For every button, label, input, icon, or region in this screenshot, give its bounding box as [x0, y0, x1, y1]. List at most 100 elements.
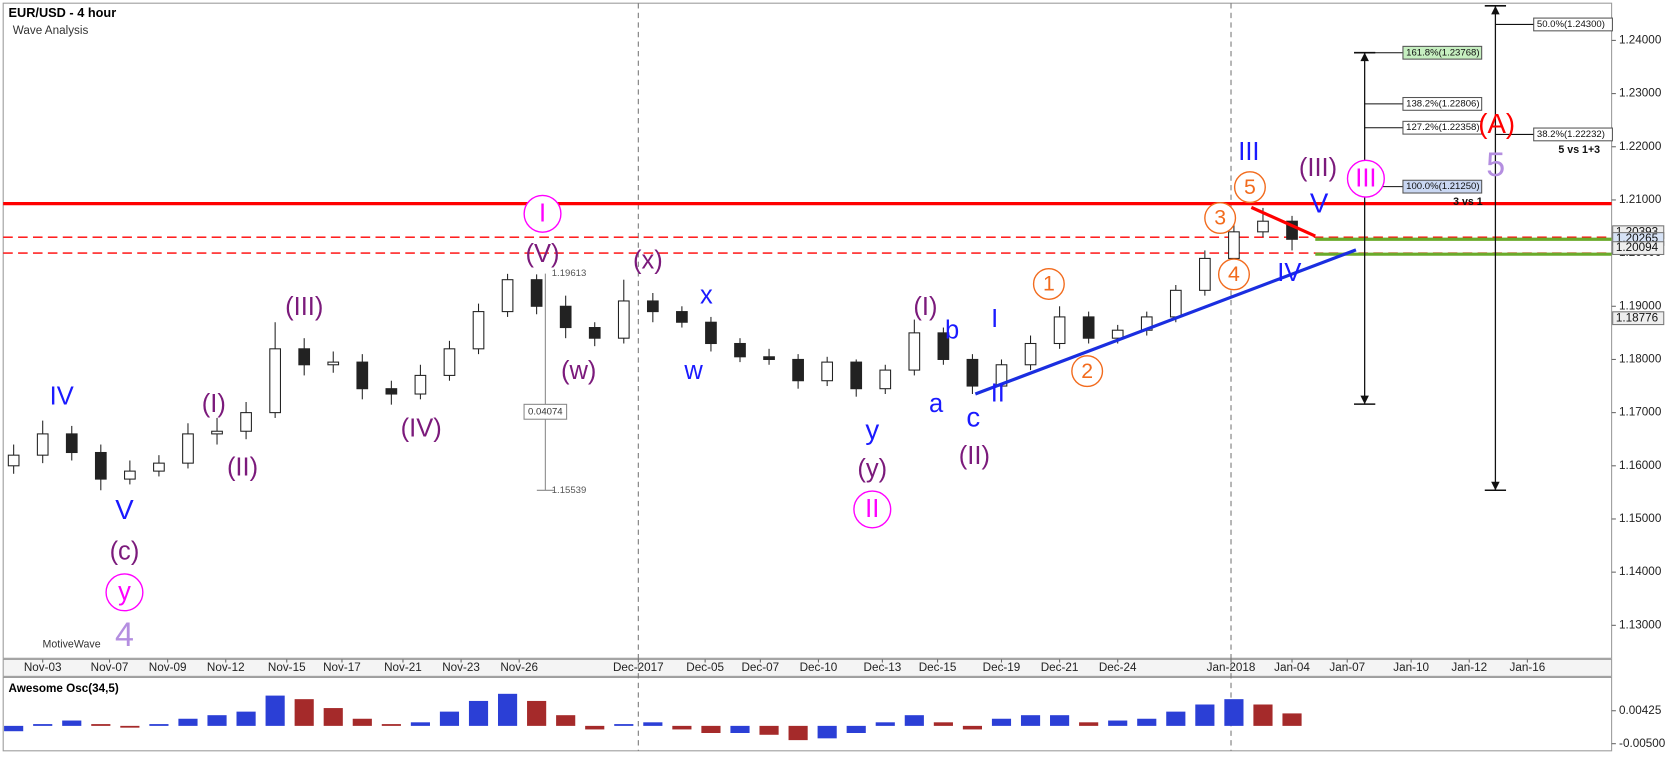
osc-bar — [643, 722, 663, 726]
wave-label: (III) — [285, 293, 323, 321]
candle-body — [443, 348, 456, 376]
candle-body — [1111, 329, 1124, 339]
x-tick-label: Nov-09 — [149, 661, 187, 674]
candle-body — [1053, 316, 1066, 345]
fib-label: 100.0%(1.21250) — [1406, 181, 1479, 192]
wave-label: IV — [1277, 259, 1301, 287]
fib-label-box — [1533, 127, 1613, 142]
osc-bar — [149, 724, 169, 726]
y-tick-label: 1.18000 — [1619, 353, 1662, 366]
wave-label: 5 — [1486, 146, 1505, 184]
osc-bar — [817, 725, 837, 739]
y-tick-label: 1.19000 — [1619, 299, 1662, 312]
wave-circle — [105, 573, 144, 612]
x-tick-label: Dec-24 — [1099, 661, 1137, 674]
osc-bar — [207, 715, 227, 726]
measure-to: 1.15539 — [552, 485, 587, 496]
wave-label: (x) — [633, 246, 663, 274]
fib-label: 38.2%(1.22232) — [1537, 129, 1605, 140]
candle-body — [124, 470, 136, 480]
fib-label-box — [1533, 17, 1613, 32]
x-tick-label: Nov-21 — [384, 661, 422, 674]
candle-body — [763, 356, 775, 360]
osc-bar — [730, 725, 750, 733]
wave-label: c — [966, 401, 980, 432]
osc-bar — [33, 724, 53, 726]
osc-bar — [236, 711, 256, 726]
wave-label: (III) — [1299, 154, 1337, 182]
fib-label-box — [1402, 45, 1483, 60]
candle-body — [705, 321, 717, 345]
wave-label: (c) — [110, 538, 140, 566]
candle-body — [153, 462, 165, 472]
candle-body — [646, 300, 659, 313]
wave-label: 4 — [1228, 262, 1240, 286]
fib-label-box — [1402, 96, 1483, 111]
osc-bar — [759, 725, 779, 735]
measure-from: 1.19613 — [552, 268, 587, 279]
wave-label: 5 — [1244, 175, 1256, 199]
wave-label: (A) — [1478, 108, 1515, 139]
osc-bar — [991, 718, 1012, 726]
wave-label: b — [945, 317, 959, 345]
candle-body — [908, 332, 921, 371]
oscillator-title: Awesome Osc(34,5) — [9, 682, 119, 695]
x-tick-label: Dec-15 — [919, 661, 957, 674]
y-tick-label: 1.14000 — [1619, 565, 1662, 578]
osc-bar — [497, 693, 518, 726]
wave-label: V — [1310, 188, 1329, 219]
candle-body — [501, 279, 514, 313]
candle-body — [821, 361, 834, 382]
wave-circle — [1032, 267, 1065, 300]
x-tick-label: Jan-12 — [1451, 661, 1487, 674]
wave-circle — [1204, 202, 1237, 235]
wave-label: 2 — [1081, 359, 1093, 383]
candle-body — [1024, 342, 1037, 366]
price-marker: 1.20094 — [1616, 241, 1659, 254]
fib-arrowhead — [1491, 5, 1500, 15]
note: 3 vs 1 — [1453, 196, 1483, 208]
candle-body — [588, 327, 601, 339]
wave-label: 4 — [115, 616, 134, 654]
time-axis — [2, 658, 1613, 677]
wave-label: (V) — [526, 240, 560, 268]
osc-y-tick-label: -0.00500 — [1619, 737, 1666, 750]
candle-body — [414, 374, 427, 395]
candle-body — [937, 332, 950, 360]
price-marker-box — [1612, 241, 1665, 256]
candle-body — [269, 348, 281, 414]
candle-body — [211, 430, 223, 435]
osc-bar — [1166, 711, 1186, 726]
osc-bar — [468, 700, 489, 726]
measure-diff: 0.04074 — [528, 406, 563, 417]
candle-body — [7, 454, 20, 467]
y-tick-label: 1.24000 — [1619, 34, 1662, 47]
x-tick-label: Dec-05 — [686, 661, 724, 674]
candle-body — [1169, 289, 1182, 318]
x-tick-label: Nov-26 — [500, 661, 538, 674]
chart-title: EUR/USD - 4 hour — [9, 5, 117, 20]
osc-bar — [1079, 722, 1099, 726]
osc-bar — [614, 724, 634, 726]
chart-subtitle: Wave Analysis — [13, 24, 89, 37]
x-tick-label: Nov-07 — [91, 661, 129, 674]
x-tick-label: Dec-07 — [741, 661, 779, 674]
wave-label: I — [539, 200, 546, 228]
wave-label: IV — [50, 382, 74, 410]
wave-label: a — [929, 390, 944, 418]
candle-body — [879, 369, 892, 390]
candle-body — [1082, 316, 1095, 339]
osc-bar — [91, 724, 111, 726]
wave-label: w — [683, 357, 703, 385]
wave-label: (I) — [913, 293, 937, 321]
x-tick-label: Jan-16 — [1509, 661, 1545, 674]
note: 5 vs 1+3 — [1558, 144, 1600, 156]
osc-bar — [1253, 704, 1273, 726]
wave-label: (II) — [227, 454, 258, 482]
price-marker-box — [1612, 311, 1665, 326]
x-tick-label: Jan-04 — [1274, 661, 1310, 674]
x-tick-label: Nov-23 — [442, 661, 480, 674]
wave-label: 1 — [1043, 272, 1055, 296]
fib-label: 161.8%(1.23768) — [1406, 47, 1479, 58]
osc-bar — [381, 724, 401, 726]
